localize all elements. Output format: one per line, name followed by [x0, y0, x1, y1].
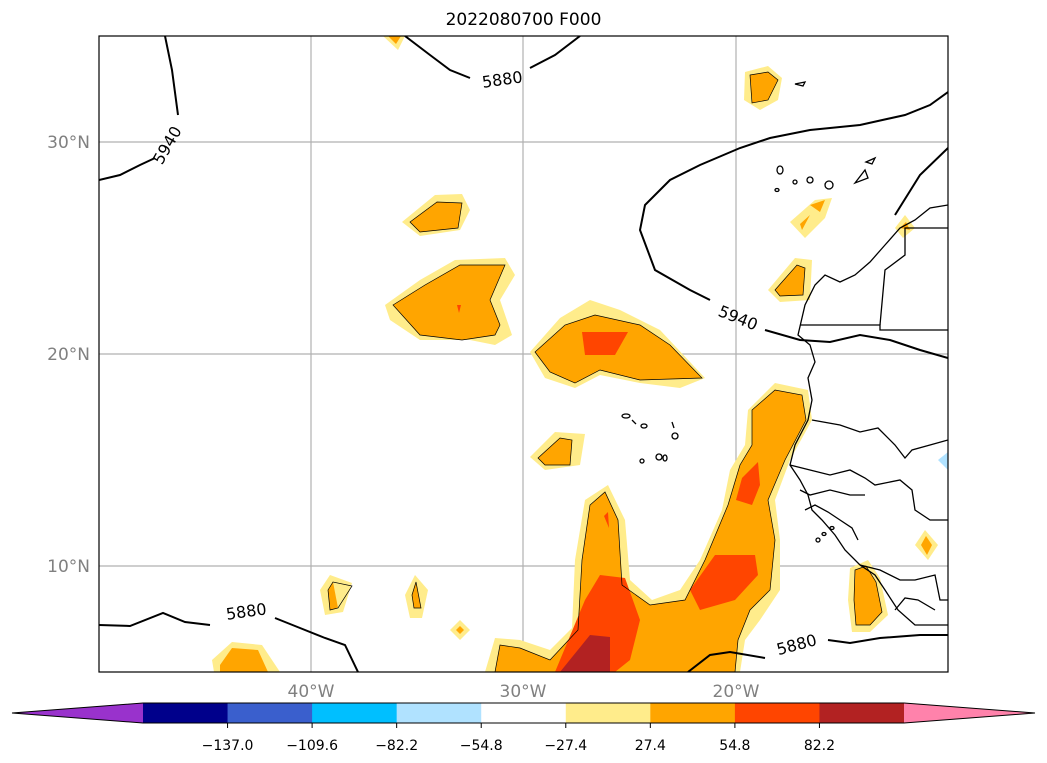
colorbar-segment — [819, 703, 905, 723]
colorbar-tick-label: −109.6 — [286, 738, 338, 754]
colorbar-labels: −137.0 −109.6 −82.2 −54.8 −27.4 27.4 54.8 82.2 — [202, 738, 835, 754]
colorbar: −137.0 −109.6 −82.2 −54.8 −27.4 27.4 54.8 82.2 — [11, 702, 1036, 754]
map-plot-area: 5880 5940 5940 5880 5880 — [99, 36, 948, 672]
map-title: 2022080700 F000 — [445, 10, 602, 30]
colorbar-tick-label: −27.4 — [544, 738, 587, 754]
colorbar-ticks — [227, 723, 820, 728]
colorbar-extend-max — [904, 703, 1035, 723]
colorbar-tick-label: −82.2 — [375, 738, 418, 754]
colorbar-segments — [12, 703, 1035, 723]
colorbar-outline — [11, 702, 1036, 724]
colorbar-segment — [565, 703, 651, 723]
lon-label-40w: 40°W — [288, 682, 335, 702]
lat-label-30n: 30°N — [47, 133, 90, 153]
colorbar-tick-label: −137.0 — [202, 738, 254, 754]
colorbar-segment — [227, 703, 313, 723]
colorbar-segment — [312, 703, 398, 723]
lat-label-10n: 10°N — [47, 557, 90, 577]
colorbar-segment — [396, 703, 482, 723]
gridlines — [99, 36, 948, 672]
lon-label-20w: 20°W — [713, 682, 760, 702]
lon-label-30w: 30°W — [500, 682, 547, 702]
colorbar-tick-label: 54.8 — [719, 738, 750, 754]
colorbar-tick-label: 82.2 — [804, 738, 835, 754]
colorbar-tick-label: 27.4 — [635, 738, 666, 754]
coastlines — [621, 81, 948, 626]
colorbar-segment — [481, 703, 567, 723]
map-frame — [98, 35, 949, 673]
colorbar-segment — [143, 703, 229, 723]
colorbar-segment — [650, 703, 736, 723]
colorbar-tick-label: −54.8 — [460, 738, 503, 754]
patch-outlines — [327, 71, 883, 672]
lat-label-20n: 20°N — [47, 345, 90, 365]
height-contours — [99, 36, 948, 672]
colorbar-extend-min — [12, 703, 143, 723]
colorbar-segment — [734, 703, 820, 723]
